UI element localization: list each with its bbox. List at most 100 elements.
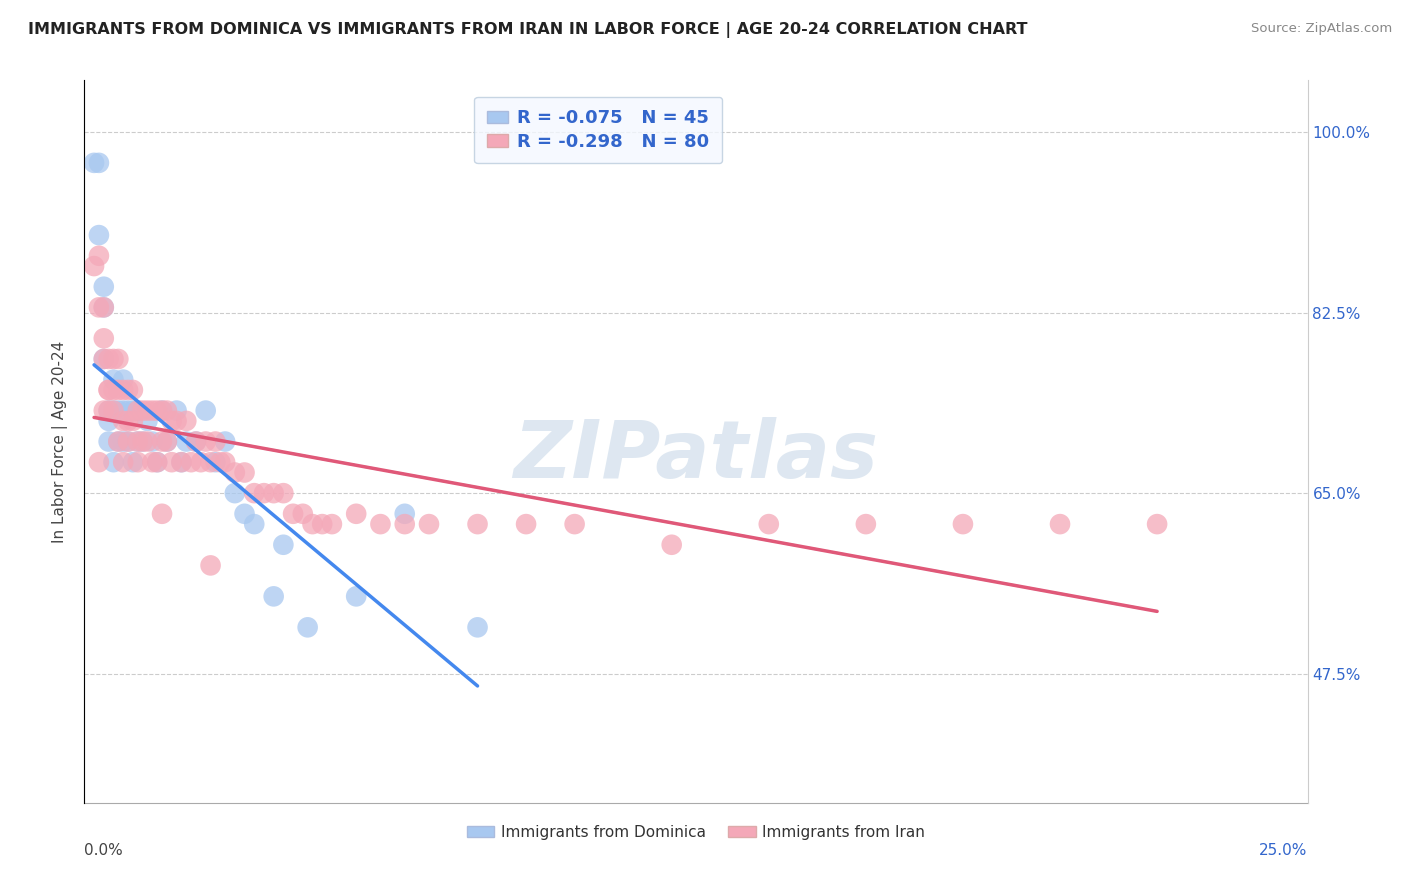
Point xyxy=(370,517,392,532)
Point xyxy=(112,414,135,428)
Point xyxy=(146,455,169,469)
Point xyxy=(146,455,169,469)
Point xyxy=(1146,517,1168,532)
Point xyxy=(103,403,125,417)
Point xyxy=(87,249,110,263)
Point xyxy=(122,403,145,417)
Point xyxy=(243,486,266,500)
Point xyxy=(97,434,120,449)
Point xyxy=(131,434,153,449)
Point xyxy=(112,434,135,449)
Point xyxy=(170,455,193,469)
Point xyxy=(122,383,145,397)
Legend: Immigrants from Dominica, Immigrants from Iran: Immigrants from Dominica, Immigrants fro… xyxy=(461,819,931,846)
Point xyxy=(166,403,188,417)
Point xyxy=(156,403,179,417)
Point xyxy=(214,455,236,469)
Point xyxy=(233,507,256,521)
Point xyxy=(184,434,207,449)
Point xyxy=(127,455,149,469)
Point xyxy=(93,331,115,345)
Point xyxy=(131,403,153,417)
Point xyxy=(112,373,135,387)
Point xyxy=(855,517,877,532)
Point xyxy=(141,455,163,469)
Point xyxy=(204,434,226,449)
Text: IMMIGRANTS FROM DOMINICA VS IMMIGRANTS FROM IRAN IN LABOR FORCE | AGE 20-24 CORR: IMMIGRANTS FROM DOMINICA VS IMMIGRANTS F… xyxy=(28,22,1028,38)
Point xyxy=(166,414,188,428)
Point xyxy=(122,455,145,469)
Point xyxy=(87,228,110,243)
Point xyxy=(184,434,207,449)
Point xyxy=(1049,517,1071,532)
Point xyxy=(209,455,232,469)
Point xyxy=(180,455,202,469)
Point xyxy=(204,455,226,469)
Point xyxy=(112,455,135,469)
Point xyxy=(127,434,149,449)
Point xyxy=(146,403,169,417)
Point xyxy=(281,507,304,521)
Point xyxy=(515,517,537,532)
Point xyxy=(131,434,153,449)
Point xyxy=(103,455,125,469)
Point xyxy=(200,558,222,573)
Point xyxy=(97,414,120,428)
Point xyxy=(117,383,139,397)
Point xyxy=(97,403,120,417)
Point xyxy=(467,620,489,634)
Point xyxy=(150,403,173,417)
Point xyxy=(127,403,149,417)
Point xyxy=(141,434,163,449)
Point xyxy=(103,403,125,417)
Point xyxy=(311,517,333,532)
Point xyxy=(418,517,440,532)
Point xyxy=(758,517,780,532)
Point xyxy=(93,351,115,366)
Point xyxy=(150,507,173,521)
Point xyxy=(87,455,110,469)
Point xyxy=(170,455,193,469)
Point xyxy=(344,590,367,604)
Point xyxy=(83,259,105,273)
Point xyxy=(174,414,197,428)
Point xyxy=(156,434,179,449)
Point xyxy=(103,383,125,397)
Point xyxy=(93,279,115,293)
Point xyxy=(107,434,129,449)
Point xyxy=(141,403,163,417)
Point xyxy=(103,373,125,387)
Point xyxy=(263,486,285,500)
Point xyxy=(112,383,135,397)
Point xyxy=(83,156,105,170)
Text: ZIPatlas: ZIPatlas xyxy=(513,417,879,495)
Text: 0.0%: 0.0% xyxy=(84,843,124,857)
Point xyxy=(107,383,129,397)
Point xyxy=(136,434,159,449)
Point xyxy=(150,403,173,417)
Y-axis label: In Labor Force | Age 20-24: In Labor Force | Age 20-24 xyxy=(52,341,69,542)
Point xyxy=(661,538,683,552)
Point xyxy=(117,434,139,449)
Point xyxy=(273,538,295,552)
Point xyxy=(291,507,314,521)
Point xyxy=(160,414,183,428)
Point xyxy=(87,156,110,170)
Point xyxy=(156,434,179,449)
Point xyxy=(136,414,159,428)
Point xyxy=(127,403,149,417)
Point xyxy=(321,517,343,532)
Point xyxy=(253,486,276,500)
Point xyxy=(273,486,295,500)
Point xyxy=(93,301,115,315)
Point xyxy=(394,517,416,532)
Point xyxy=(174,434,197,449)
Point xyxy=(97,383,120,397)
Point xyxy=(97,383,120,397)
Point xyxy=(160,455,183,469)
Point xyxy=(297,620,319,634)
Point xyxy=(564,517,586,532)
Point xyxy=(103,351,125,366)
Point xyxy=(112,403,135,417)
Point xyxy=(233,466,256,480)
